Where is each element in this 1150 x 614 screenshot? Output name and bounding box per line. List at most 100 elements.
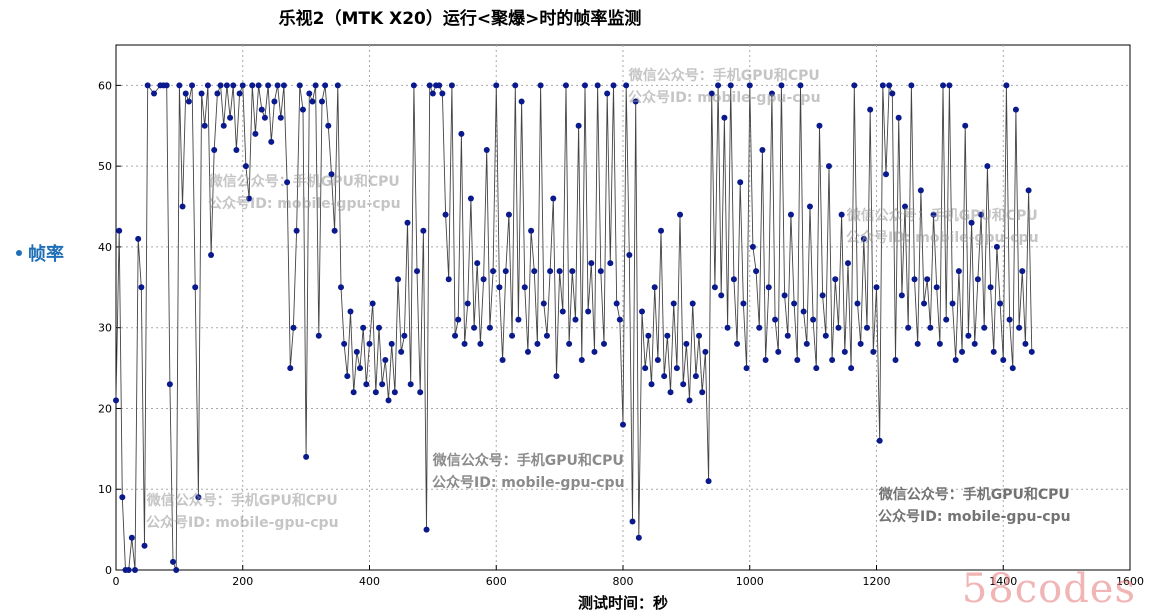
data-point <box>658 227 665 234</box>
data-point <box>702 348 709 355</box>
data-point <box>268 138 275 145</box>
data-point <box>220 122 227 129</box>
data-point <box>778 82 785 89</box>
data-point <box>791 300 798 307</box>
data-point <box>711 284 718 291</box>
data-point <box>813 365 820 372</box>
data-point <box>734 340 741 347</box>
data-point <box>974 276 981 283</box>
data-point <box>759 147 766 153</box>
data-point <box>369 300 376 307</box>
data-point <box>604 90 611 97</box>
data-point <box>547 268 554 275</box>
x-tick-label: 400 <box>359 575 380 588</box>
data-point <box>981 324 988 331</box>
data-point <box>902 203 909 210</box>
data-point <box>287 365 294 372</box>
data-point <box>689 300 696 307</box>
data-point <box>962 122 969 129</box>
data-point <box>401 332 408 339</box>
data-point <box>265 82 272 89</box>
data-point <box>645 332 652 339</box>
data-point <box>452 332 459 339</box>
data-point <box>654 357 661 363</box>
data-point <box>591 348 598 355</box>
data-point <box>844 260 851 267</box>
data-point <box>819 292 826 299</box>
data-point <box>350 389 357 396</box>
data-point <box>299 106 306 113</box>
data-point <box>442 211 449 218</box>
x-axis-label: 测试时间：秒 <box>577 594 668 612</box>
series-line <box>115 84 1033 571</box>
data-point <box>448 82 455 89</box>
watermark-line: 微信公众号：手机GPU和CPU <box>846 208 1038 224</box>
data-point <box>784 332 791 339</box>
data-point <box>480 276 487 283</box>
data-point <box>559 308 566 315</box>
data-point <box>572 316 579 323</box>
data-point <box>680 381 687 388</box>
data-point <box>372 389 379 396</box>
data-point <box>959 348 966 355</box>
data-point <box>128 534 135 541</box>
x-tick-label: 1600 <box>1116 575 1144 588</box>
data-point <box>851 82 858 89</box>
data-point <box>683 340 690 347</box>
data-point <box>930 211 937 218</box>
data-point <box>848 365 855 372</box>
data-point <box>483 147 490 153</box>
legend-label: 帧率 <box>28 244 64 265</box>
data-point <box>182 90 189 97</box>
data-point <box>201 122 208 129</box>
data-point <box>594 82 601 89</box>
data-point <box>993 243 1000 250</box>
x-tick-label: 200 <box>232 575 253 588</box>
data-point <box>280 82 287 89</box>
data-point <box>531 268 538 275</box>
data-point <box>727 82 734 89</box>
data-point <box>271 98 278 105</box>
data-point <box>404 219 411 226</box>
watermark-line: 公众号ID: mobile-gpu-cpu <box>146 515 339 531</box>
data-point <box>429 90 436 97</box>
x-tick-label: 1000 <box>736 575 764 588</box>
watermark-line: 公众号ID: mobile-gpu-cpu <box>878 509 1071 525</box>
data-point <box>515 316 522 323</box>
data-point <box>556 268 563 275</box>
data-point <box>417 389 424 396</box>
y-tick-label: 10 <box>98 483 112 496</box>
data-point <box>626 252 633 258</box>
data-point <box>360 324 367 331</box>
data-point <box>753 268 760 275</box>
data-point <box>407 381 414 388</box>
data-point <box>113 397 119 404</box>
data-point <box>756 324 763 331</box>
data-point <box>943 316 950 323</box>
data-point <box>708 90 715 97</box>
data-point <box>597 268 604 275</box>
plot-area <box>115 44 1131 571</box>
data-point <box>968 219 975 226</box>
data-point <box>344 373 351 380</box>
data-point <box>876 437 883 444</box>
data-point <box>461 340 468 347</box>
data-point <box>135 235 142 242</box>
data-point <box>493 82 500 89</box>
data-point <box>949 300 956 307</box>
data-point <box>616 316 623 323</box>
data-point <box>857 340 864 347</box>
data-point <box>1028 348 1035 355</box>
data-point <box>883 171 890 178</box>
data-point <box>173 567 180 573</box>
watermark-line: 公众号ID: mobile-gpu-cpu <box>628 90 821 106</box>
data-point <box>1016 324 1023 331</box>
data-point <box>940 82 947 89</box>
data-point <box>841 348 848 355</box>
data-point <box>829 357 836 363</box>
data-point <box>873 284 880 291</box>
data-point <box>553 373 560 380</box>
data-point <box>914 340 921 347</box>
data-point <box>699 389 706 396</box>
data-point <box>740 300 747 307</box>
